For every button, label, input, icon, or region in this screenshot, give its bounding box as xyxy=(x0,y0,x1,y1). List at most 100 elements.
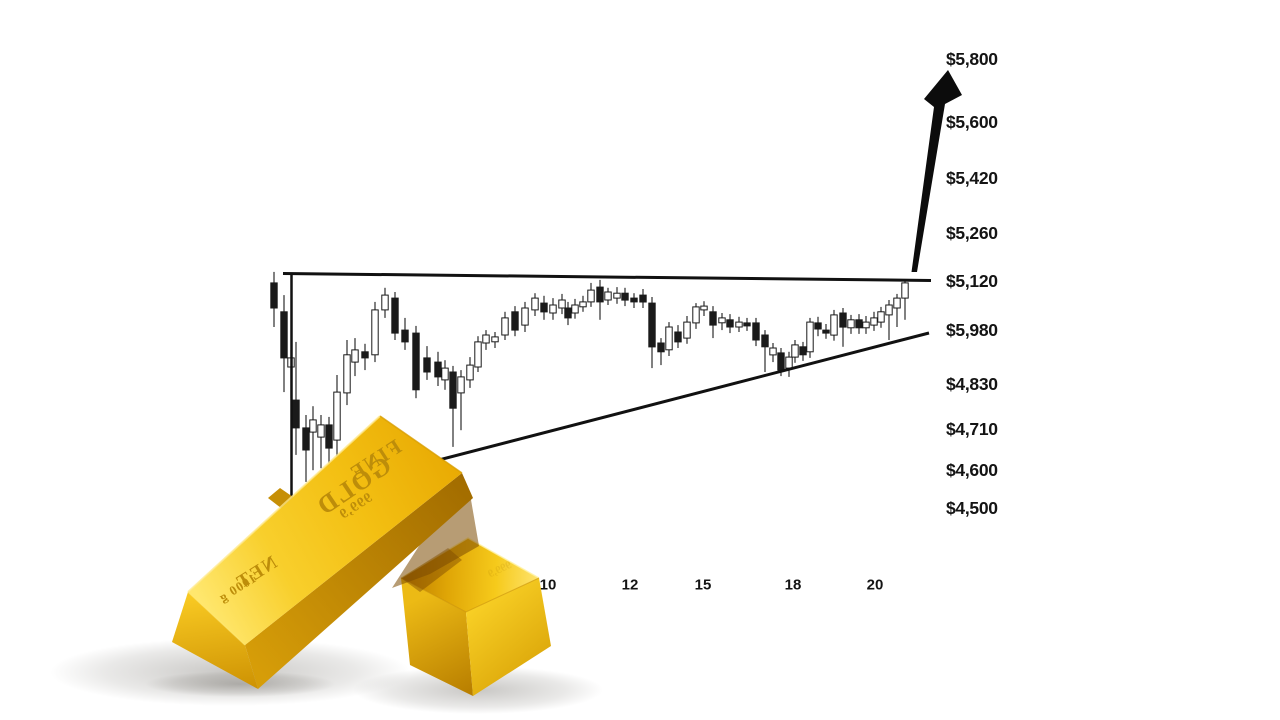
candle-body-bull xyxy=(491,336,499,343)
candle-body-bear xyxy=(621,292,629,301)
candle-body-bull xyxy=(870,317,878,326)
mold-seam-bump xyxy=(268,488,293,508)
candle-body-bull xyxy=(351,349,359,363)
candle-body-bear xyxy=(302,427,310,451)
price-axis-label: $5,600 xyxy=(946,112,998,132)
candle-body-bull xyxy=(441,367,449,381)
candle-body-bear xyxy=(280,311,288,359)
price-axis-label: $4,830 xyxy=(946,374,998,394)
price-axis-label: $5,800 xyxy=(946,49,998,69)
candle-body-bull xyxy=(683,321,691,339)
resistance-line xyxy=(282,272,932,282)
candle-body-bear xyxy=(596,286,604,303)
candle-body-bull xyxy=(785,356,793,369)
candle-body-bull xyxy=(474,341,482,368)
candle-body-bear xyxy=(799,346,807,356)
candle-body-bear xyxy=(822,329,830,334)
candle-body-bear xyxy=(423,357,431,373)
candle-body-bear xyxy=(292,399,300,429)
candle-body-bull xyxy=(579,301,587,308)
price-axis-label: $5,260 xyxy=(946,223,998,243)
candle-body-bull xyxy=(830,314,838,336)
candle-body-bull xyxy=(735,321,743,328)
candle-body-bull xyxy=(847,319,855,329)
candle-body-bear xyxy=(761,334,769,348)
price-axis-label: $5,980 xyxy=(946,320,998,340)
candle-body-bull xyxy=(531,297,539,311)
candle-body-bull xyxy=(501,317,509,336)
candle-body-bull xyxy=(558,299,566,309)
price-axis-label: $4,710 xyxy=(946,419,998,439)
candle-body-bear xyxy=(639,294,647,303)
candle-body-bear xyxy=(709,311,717,326)
candle-body-bear xyxy=(564,307,572,319)
candle-body-bear xyxy=(855,319,863,329)
candle-body-bull xyxy=(466,364,474,381)
candle-body-bear xyxy=(630,297,638,303)
candle-body-bull xyxy=(718,317,726,324)
candle-body-bull xyxy=(893,297,901,309)
candle-body-bull xyxy=(482,334,490,344)
candle-body-bull xyxy=(862,321,870,329)
candle-body-bear xyxy=(361,351,369,359)
candle-body-bear xyxy=(777,352,785,371)
date-axis-label: 15 xyxy=(695,577,712,594)
candle-body-bull xyxy=(457,376,465,394)
candle-body-bear xyxy=(674,331,682,343)
candle-body-bull xyxy=(692,306,700,324)
price-axis-label: $4,600 xyxy=(946,460,998,480)
gold-bar-top: FINE GOLD 999,9 NET 1000 g xyxy=(172,415,473,689)
candle-body-bear xyxy=(449,371,457,409)
price-axis-label: $5,420 xyxy=(946,168,998,188)
candle-body-bull xyxy=(791,344,799,358)
candle-body-bear xyxy=(839,312,847,328)
candle-body-bear xyxy=(434,361,442,378)
candle-body-bull xyxy=(571,304,579,314)
candle-body-bear xyxy=(743,322,751,327)
price-axis-label: $4,500 xyxy=(946,498,998,518)
candle-body-bull xyxy=(877,311,885,323)
breakout-arrow xyxy=(911,70,962,272)
candle-body-bear xyxy=(648,302,656,348)
candle-body-bear xyxy=(511,311,519,331)
price-axis-label: $5,120 xyxy=(946,271,998,291)
candle-body-bear xyxy=(325,424,333,449)
candle-body-bear xyxy=(657,342,665,353)
candle-body-bull xyxy=(521,307,529,326)
candle-body-bull xyxy=(665,326,673,351)
candle-body-bull xyxy=(343,354,351,394)
candle-body-bear xyxy=(726,319,734,328)
candlestick-series xyxy=(270,271,909,485)
candle-body-bull xyxy=(700,305,708,311)
candle-body-bear xyxy=(401,329,409,343)
candle-body-bear xyxy=(412,332,420,391)
contact-shadow xyxy=(145,671,335,697)
candle-body-bull xyxy=(549,304,557,314)
candle-body-bull xyxy=(769,347,777,356)
candle-body-bull xyxy=(309,419,317,433)
candle-body-bear xyxy=(814,322,822,330)
crevice-shadow xyxy=(392,494,479,588)
candle-body-bull xyxy=(613,292,621,299)
candle-body-bull xyxy=(317,424,325,438)
date-axis-label: 18 xyxy=(785,577,802,594)
candle-body-bull xyxy=(381,294,389,311)
candle-body-bear xyxy=(391,297,399,334)
price-axis-labels: $5,800 $5,600 $5,420 $5,260 $5,120 $5,980 $4,8… xyxy=(946,49,999,518)
candle-body-bull xyxy=(371,309,379,356)
date-axis-labels: 10 12 15 18 20 xyxy=(540,577,884,594)
candle-body-bear xyxy=(752,322,760,341)
candle-body-bull xyxy=(587,289,595,303)
candle-body-bull xyxy=(333,391,341,441)
candle-body-bull xyxy=(604,291,612,301)
date-axis-label: 10 xyxy=(540,577,557,594)
candle-body-bull xyxy=(806,321,814,353)
candle-body-bear xyxy=(270,282,278,309)
candle-body-bear xyxy=(540,302,548,313)
date-axis-label: 20 xyxy=(867,577,884,594)
candle-body-bull xyxy=(901,282,909,299)
candle-body-bull xyxy=(885,304,893,316)
gold-bars-image: 999,9 FINE GOLD 999,9 NET 1000 g xyxy=(50,415,603,714)
date-axis-label: 12 xyxy=(622,577,639,594)
